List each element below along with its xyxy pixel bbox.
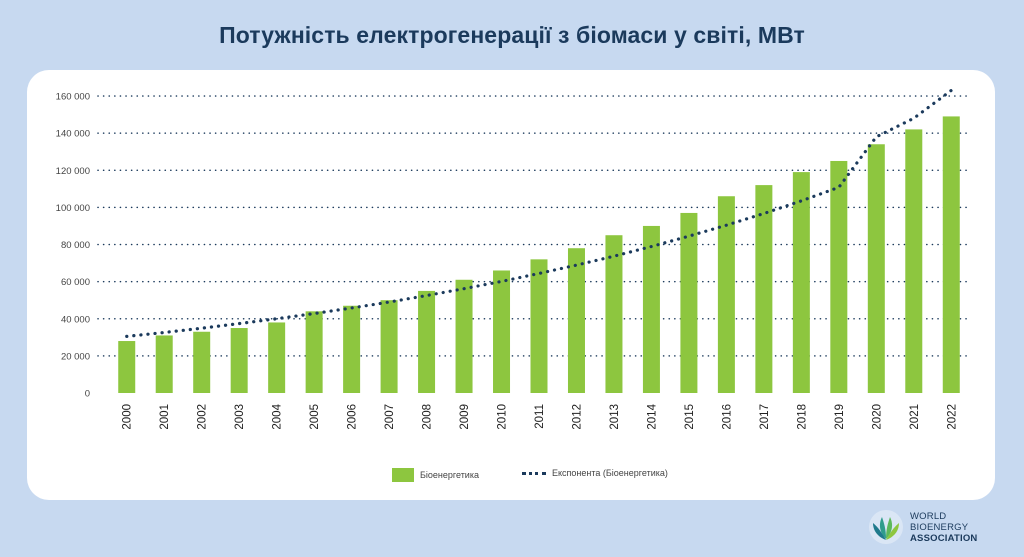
- y-tick-label: 160 000: [56, 92, 90, 103]
- y-tick-label: 20 000: [61, 351, 90, 362]
- bar: [905, 129, 923, 393]
- wba-logo: WORLD BIOENERGY ASSOCIATION: [868, 503, 1008, 551]
- bar: [155, 335, 173, 393]
- logo-line-1: WORLD: [910, 510, 947, 522]
- legend-item-bars: Біоенергетика: [392, 468, 479, 482]
- logo-line-3: ASSOCIATION: [910, 532, 978, 544]
- x-tick-label: 2005: [309, 404, 321, 430]
- x-tick-label: 2009: [459, 404, 471, 430]
- x-tick-label: 2021: [909, 404, 921, 430]
- logo-line-2: BIOENERGY: [910, 521, 969, 533]
- y-axis-tick-labels: 0 20 000 40 000 60 000 80 000 100 000 120 000 1…: [56, 92, 90, 400]
- x-tick-label: 2000: [122, 404, 134, 430]
- bar: [942, 116, 960, 393]
- legend-swatch-trend: [522, 471, 546, 475]
- bar: [680, 212, 698, 393]
- x-tick-label: 2014: [646, 403, 658, 429]
- bar: [193, 331, 211, 393]
- bar: [343, 305, 361, 393]
- x-tick-label: 2018: [796, 404, 808, 430]
- x-tick-label: 2016: [721, 404, 733, 430]
- bar: [418, 290, 436, 393]
- x-tick-label: 2002: [197, 404, 209, 430]
- bar: [642, 225, 660, 393]
- x-tick-label: 2008: [422, 404, 434, 430]
- x-axis-tick-labels: 2000 2001 2002 2003 2004 2005 2006 2007 2008 2009…: [122, 403, 959, 429]
- y-tick-label: 140 000: [56, 129, 90, 140]
- x-tick-label: 2011: [534, 404, 546, 429]
- x-tick-label: 2010: [497, 404, 509, 430]
- bar: [717, 196, 735, 393]
- legend-label-bars: Біоенергетика: [420, 470, 479, 480]
- trend-line: [125, 88, 953, 338]
- leaf-wreath-icon: [869, 510, 903, 544]
- bar: [118, 341, 136, 393]
- bar: [867, 144, 885, 393]
- legend-label-trend: Експонента (Біоенергетика): [552, 468, 668, 478]
- x-tick-label: 2003: [234, 404, 246, 430]
- legend-item-trend: Експонента (Біоенергетика): [522, 468, 668, 478]
- bar: [455, 279, 473, 393]
- x-tick-label: 2001: [159, 404, 171, 430]
- bar: [230, 328, 248, 393]
- x-tick-label: 2020: [871, 404, 883, 430]
- bar: [605, 235, 623, 393]
- bar: [493, 270, 511, 393]
- x-tick-label: 2022: [946, 404, 958, 430]
- y-tick-label: 40 000: [61, 314, 90, 325]
- bar: [792, 172, 810, 393]
- chart-legend: Біоенергетика Експонента (Біоенергетика): [0, 468, 1024, 486]
- bar: [305, 311, 323, 393]
- y-tick-label: 0: [85, 389, 90, 400]
- legend-swatch-bars: [392, 468, 414, 482]
- x-tick-label: 2017: [759, 404, 771, 430]
- x-tick-label: 2015: [684, 404, 696, 430]
- bar: [268, 322, 286, 393]
- bar: [755, 185, 773, 393]
- y-tick-label: 120 000: [56, 166, 90, 177]
- x-tick-label: 2007: [384, 404, 396, 430]
- x-tick-label: 2019: [834, 404, 846, 430]
- y-tick-label: 80 000: [61, 240, 90, 251]
- x-tick-label: 2006: [347, 404, 359, 430]
- x-tick-label: 2012: [571, 404, 583, 430]
- chart-title: Потужність електрогенерації з біомаси у …: [219, 22, 805, 48]
- x-tick-label: 2013: [609, 404, 621, 430]
- bar: [830, 160, 848, 393]
- y-tick-label: 100 000: [56, 203, 90, 214]
- x-tick-label: 2004: [272, 403, 284, 429]
- logo-wordmark: WORLD BIOENERGY ASSOCIATION: [910, 511, 977, 544]
- y-tick-label: 60 000: [61, 277, 90, 288]
- bar-series: [118, 116, 960, 393]
- trend-series: [125, 88, 953, 338]
- bar: [380, 300, 398, 393]
- bar: [567, 248, 585, 393]
- bar: [530, 259, 548, 393]
